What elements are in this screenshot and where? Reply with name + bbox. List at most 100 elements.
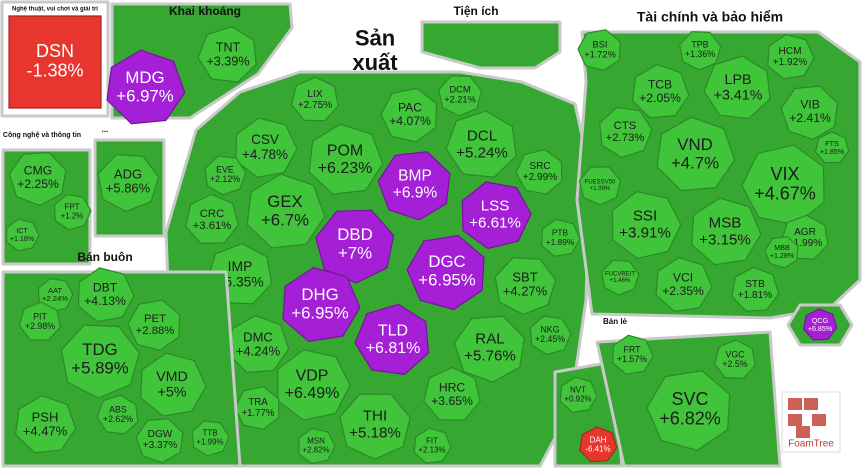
cell-value-label: +6.7% (261, 211, 309, 230)
cell-name: QCG (812, 317, 829, 325)
cell-value-label: +2.12% (210, 174, 240, 184)
cell-value-label: +4.27% (503, 284, 548, 299)
cell (315, 209, 395, 284)
cell-value-label: +4.13% (84, 294, 126, 308)
cell-value-label: +6.97% (116, 87, 173, 106)
cell (96, 394, 139, 435)
cell-value-label: +4.7% (671, 154, 719, 173)
cell-name: DSN (36, 41, 74, 61)
cell-name: MSN (307, 437, 325, 446)
cell (646, 370, 731, 451)
cell-value-label: +6.49% (285, 385, 340, 402)
cell-value-label: +2.41% (789, 111, 831, 125)
cell-name: MBB (774, 244, 790, 252)
cell-name: BSI (593, 39, 608, 49)
cell (127, 299, 181, 351)
cell (380, 87, 438, 143)
cell-name: DBD (337, 225, 372, 244)
cell (106, 49, 186, 125)
watermark-shape (812, 414, 826, 426)
group-label: Tài chính và bảo hiểm (637, 9, 783, 25)
cell (601, 259, 640, 296)
cell-value-label: +1.77% (241, 408, 274, 419)
cell (577, 29, 621, 72)
cell-value-label: +1.2% (61, 211, 84, 220)
cell (18, 301, 61, 341)
cell-value-label: +3.91% (619, 224, 671, 241)
cell-name: SBT (512, 269, 537, 284)
cell-value-label: +1.81% (738, 290, 773, 301)
cell-value-label: +1.46% (610, 278, 631, 284)
cell (308, 123, 384, 195)
cell-value-label: +6.23% (318, 160, 373, 177)
cell-name: FIT (426, 437, 438, 446)
group-label: ... (102, 125, 109, 134)
cell-value-label: +3.41% (714, 88, 763, 104)
cell (599, 106, 653, 159)
cell-name: NVT (570, 386, 586, 395)
cell-value-label: +2.73% (606, 132, 645, 144)
cell (690, 197, 762, 266)
cell (14, 395, 77, 454)
cell-name: EVE (216, 164, 234, 174)
cell-value-label: +2.35% (662, 284, 704, 298)
cell-value-label: +6.9% (393, 185, 438, 202)
cell-name: FRT (624, 344, 642, 354)
cell-name: TLD (378, 322, 408, 339)
cell-value-label: +3.65% (431, 394, 473, 408)
cell (814, 131, 850, 164)
cell (197, 26, 257, 83)
cell (494, 257, 557, 316)
group-label: Bán buôn (77, 250, 132, 264)
cell-name: NKG (540, 324, 559, 334)
cell-name: SVC (671, 389, 708, 409)
cell (515, 148, 563, 195)
cell-value-label: +6.82% (659, 409, 721, 429)
cell-name: POM (327, 142, 363, 159)
cell (540, 218, 581, 257)
cell-value-label: +2.99% (523, 172, 558, 183)
cell-value-label: +2.05% (639, 91, 681, 105)
cell-value-label: +2.82% (302, 445, 329, 454)
cell-name: THI (363, 408, 387, 425)
group-label: Nghệ thuật, vui chơi và giải trí (12, 7, 98, 13)
cell (191, 420, 230, 457)
watermark: FoamTree (788, 439, 834, 450)
cell-name: AGR (794, 227, 816, 238)
cell-name: TRA (248, 397, 268, 408)
cell-name: VGC (725, 349, 745, 359)
cell (298, 427, 336, 465)
cell-value-label: +2.45% (535, 334, 565, 344)
cell (377, 151, 451, 221)
cell-name: CTS (614, 120, 637, 132)
cell-value-label: +3.61% (193, 220, 232, 232)
cell-value-label: +6.85% (808, 325, 833, 333)
group-region (420, 20, 562, 70)
cell-name: HRC (439, 381, 466, 395)
cell-value-label: +1.92% (773, 57, 808, 68)
cell-name: PSH (32, 409, 59, 424)
cell-name: CRC (200, 208, 225, 220)
cell-value-label: +2.5% (722, 359, 747, 369)
cell-value-label: -6.41% (585, 444, 610, 453)
cell-value-label: +7% (338, 244, 372, 263)
cell (135, 417, 184, 464)
cell-name: ICT (16, 227, 28, 235)
cell-value-label: +2.13% (418, 445, 445, 454)
cell-value-label: +2.21% (444, 95, 476, 105)
cell-name: TDG (82, 340, 117, 359)
cell (445, 110, 517, 178)
cell (731, 266, 780, 312)
cell-name: PET (144, 313, 166, 325)
group-label: Công nghệ và thông tin (3, 132, 81, 139)
cell (656, 116, 736, 192)
cell-value-label: +2.88% (136, 325, 175, 337)
cell-name: PIT (33, 311, 47, 321)
cell-name: VMD (156, 369, 188, 385)
cell (780, 85, 839, 141)
cell-value-label: +1.85% (820, 148, 845, 156)
cell (802, 308, 838, 341)
cell-value-label: +6.95% (418, 271, 475, 290)
watermark-shape (804, 398, 818, 410)
